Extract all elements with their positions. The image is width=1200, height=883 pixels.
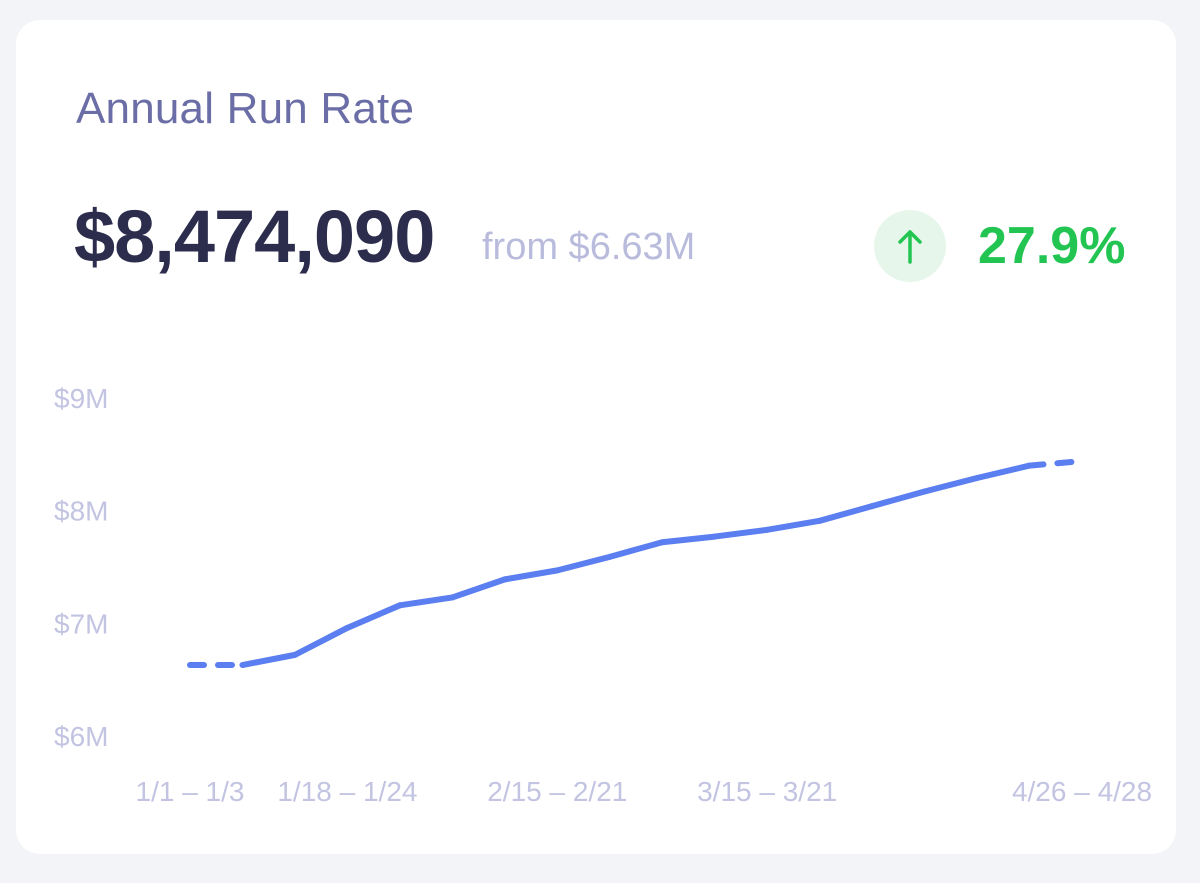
line-segment	[711, 526, 771, 540]
line-segment	[921, 474, 981, 495]
line-segment	[764, 517, 823, 533]
line-segment-dashed	[1026, 458, 1085, 469]
line-segment	[659, 533, 718, 546]
y-tick-label: $9M	[54, 383, 108, 414]
line-segment	[974, 462, 1033, 481]
annual-run-rate-card: Annual Run Rate $8,474,090 from $6.63M 2…	[16, 20, 1176, 854]
x-tick-label: 4/26 – 4/28	[1012, 776, 1152, 807]
card-title: Annual Run Rate	[76, 84, 415, 133]
line-segment	[869, 488, 928, 510]
line-segment	[501, 567, 561, 583]
x-tick-label: 1/1 – 1/3	[136, 776, 245, 807]
y-tick-label: $6M	[54, 721, 108, 752]
arrow-up-icon	[898, 230, 922, 264]
line-segment	[239, 651, 298, 669]
change-badge	[874, 210, 946, 282]
run-rate-value: $8,474,090	[74, 195, 435, 278]
line-segment	[344, 602, 403, 631]
change-percent: 27.9%	[978, 217, 1126, 275]
y-tick-label: $7M	[54, 608, 108, 639]
x-tick-label: 2/15 – 2/21	[487, 776, 627, 807]
line-segment	[291, 624, 351, 658]
x-tick-label: 1/18 – 1/24	[277, 776, 417, 807]
line-segment	[554, 553, 613, 574]
line-segment	[396, 594, 456, 609]
line-segment	[606, 539, 666, 560]
line-segment	[449, 576, 508, 601]
line-segment	[816, 503, 876, 524]
run-rate-line-chart: $9M $8M $7M $6M 1/1 – 1/3 1/18 – 1/24 2/15 – 2…	[54, 383, 1152, 807]
y-tick-label: $8M	[54, 496, 108, 527]
x-tick-label: 3/15 – 3/21	[697, 776, 837, 807]
previous-value-label: from $6.63M	[482, 226, 696, 268]
